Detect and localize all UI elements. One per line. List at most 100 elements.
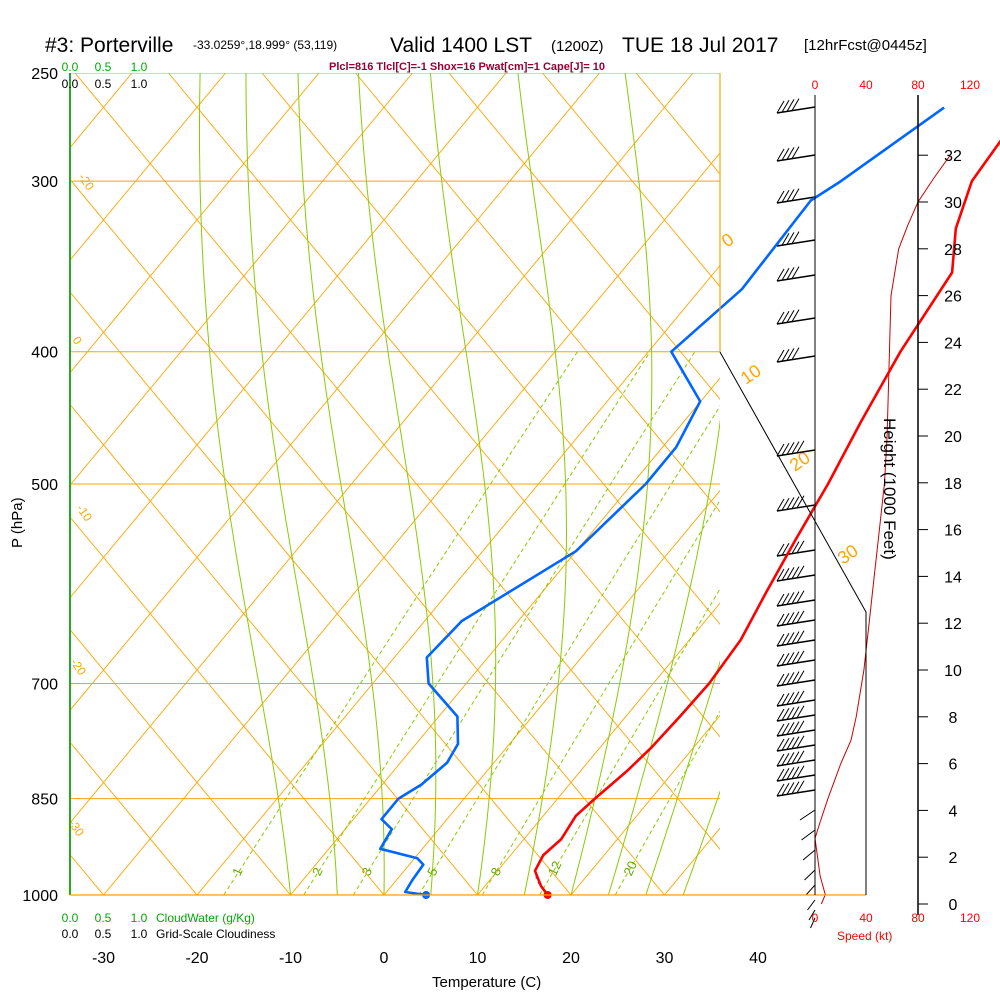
height-tick-label: 18 xyxy=(944,476,962,493)
wind-barb-feather xyxy=(786,752,795,765)
wind-barb-feather xyxy=(781,632,790,646)
wind-barb-feather xyxy=(796,630,805,644)
wind-barb-feather xyxy=(776,673,785,687)
height-tick-label: 22 xyxy=(944,382,962,399)
dry-adiabat-line xyxy=(74,73,720,850)
cloudiness-tick: 0.5 xyxy=(95,77,112,91)
isotherm-label: 30 xyxy=(834,540,862,568)
moist-adiabat-line xyxy=(682,790,720,895)
wind-barb xyxy=(776,679,816,687)
wind-barb-feather xyxy=(791,347,800,360)
wind-barb xyxy=(776,639,816,647)
mixing-ratio-line xyxy=(539,587,720,895)
cloudiness-title: Grid-Scale Cloudiness xyxy=(156,927,275,941)
mixing-ratio-line xyxy=(352,351,696,895)
wind-barb xyxy=(776,504,816,512)
mixing-ratio-label: 12 xyxy=(545,859,565,878)
wind-barb-feather xyxy=(796,590,805,604)
temperature-tick-label: 0 xyxy=(380,950,389,967)
wind-barb-feather xyxy=(776,311,785,325)
wind-barb-feather xyxy=(776,633,785,647)
wind-barb-feather xyxy=(776,148,785,162)
speed-tick-label: 0 xyxy=(812,78,819,92)
dry-adiabat-line xyxy=(70,628,291,895)
mixing-ratio-line xyxy=(303,351,651,895)
wind-barb-feather xyxy=(781,737,790,751)
wind-barb-feather xyxy=(786,707,795,720)
wind-barb-feather xyxy=(781,692,790,706)
wind-barb-feather xyxy=(796,735,805,749)
wind-barb-feather xyxy=(791,146,800,159)
wind-barb-feather xyxy=(776,498,785,512)
wind-barb xyxy=(776,574,816,582)
wind-barb-feather xyxy=(781,267,790,281)
station-coords: -33.0259°,18.999° (53,119) xyxy=(193,38,337,52)
wind-barb xyxy=(776,599,816,607)
wind-barb-feather xyxy=(796,440,805,454)
cloudiness-tick: 0.0 xyxy=(62,77,79,91)
speed-tick-label: 0 xyxy=(812,911,819,925)
wind-barb xyxy=(807,899,816,911)
dry-adiabat-line xyxy=(355,73,720,513)
isotherm-line xyxy=(383,489,720,895)
pressure-tick-label: 400 xyxy=(31,345,58,362)
wind-barb-feather xyxy=(781,612,790,626)
mixing-ratio-line xyxy=(614,710,720,895)
wind-barb-feather xyxy=(776,268,785,282)
wind-barb-feather xyxy=(791,188,800,201)
isotherm-label: -30 xyxy=(66,817,88,840)
wind-speed-profile xyxy=(814,154,951,905)
wind-barb-feather xyxy=(776,593,785,607)
pressure-tick-label: 500 xyxy=(31,477,58,494)
wind-barb-feather xyxy=(791,98,800,111)
height-axis-title: Height (1000 Feet) xyxy=(880,418,899,560)
temperature-tick-label: 30 xyxy=(656,950,674,967)
wind-barb xyxy=(776,274,816,282)
wind-barb-feather xyxy=(781,147,790,161)
wind-barb-feather xyxy=(781,232,790,246)
wind-barb xyxy=(776,449,816,457)
wind-barb-feather xyxy=(776,708,785,722)
wind-barb-feather xyxy=(776,738,785,752)
wind-barb-feather xyxy=(786,767,795,780)
moist-adiabat-line xyxy=(429,73,497,895)
wind-barb-feather xyxy=(796,780,805,794)
wind-barb xyxy=(799,809,816,821)
wind-barb xyxy=(776,317,816,325)
wind-barb-feather xyxy=(796,565,805,579)
temperature-tick-label: 40 xyxy=(749,950,767,967)
wind-barb-feather xyxy=(786,147,795,160)
dry-adiabat-line xyxy=(823,73,1000,895)
wind-barb-feather xyxy=(781,767,790,781)
temperature-tick-label: -20 xyxy=(185,950,208,967)
wind-barb-feather xyxy=(786,99,795,112)
isotherm-line xyxy=(70,73,600,711)
wind-barb-feather xyxy=(781,567,790,581)
cloudiness-tick: 0.5 xyxy=(95,927,112,941)
height-tick-label: 24 xyxy=(944,335,962,352)
wind-barb xyxy=(804,869,816,881)
cloud-water-tick: 1.0 xyxy=(131,60,148,74)
wind-barb-feather xyxy=(796,765,805,779)
wind-barb xyxy=(776,619,816,627)
mixing-ratio-label: 3 xyxy=(359,865,376,878)
wind-barb-feather xyxy=(791,591,800,604)
dewpoint-line xyxy=(378,106,945,897)
wind-barb-feather xyxy=(776,723,785,737)
wind-barb-feather xyxy=(791,751,800,764)
wind-barb xyxy=(776,106,816,114)
moist-adiabat-line xyxy=(570,73,653,895)
mixing-ratio-line xyxy=(481,499,720,895)
wind-barb-feather xyxy=(786,189,795,202)
wind-barb-feather xyxy=(776,568,785,582)
wind-barb-feather xyxy=(781,782,790,796)
wind-barb-feather xyxy=(781,722,790,736)
wind-barb xyxy=(802,849,816,861)
cloud-water-tick: 0.0 xyxy=(62,911,79,925)
dry-adiabat-line xyxy=(70,291,572,895)
cloud-water-title: CloudWater (g/Kg) xyxy=(156,911,255,925)
moist-adiabat-line xyxy=(645,660,720,895)
wind-barb-feather xyxy=(791,671,800,684)
wind-barb-feather xyxy=(786,567,795,580)
wind-barb-feather xyxy=(776,100,785,114)
